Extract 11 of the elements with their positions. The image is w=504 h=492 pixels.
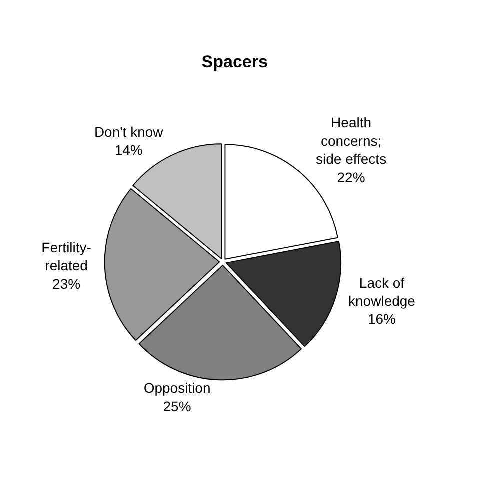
slice-label: Don't know: [94, 124, 164, 140]
slice-label: Health concerns; side effects: [316, 114, 387, 168]
data-label: 22%: [337, 169, 366, 186]
data-label: 14%: [114, 142, 143, 158]
slice-label: Lack of knowledge: [348, 274, 416, 310]
chart-title: Spacers: [202, 52, 268, 72]
data-label: 25%: [163, 398, 192, 414]
data-label: 23%: [52, 276, 81, 292]
slice-label: Opposition: [144, 380, 211, 396]
data-label: 16%: [368, 311, 396, 328]
slice-label: Fertility- related: [42, 240, 92, 274]
